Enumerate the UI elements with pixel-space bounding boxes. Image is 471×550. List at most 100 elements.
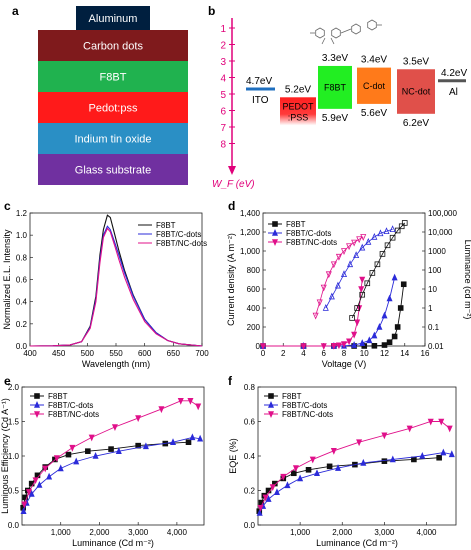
energy-tick-label: 4	[220, 74, 226, 85]
data-point	[397, 305, 404, 311]
energy-block-top-label: 3.3eV	[322, 53, 348, 64]
layer-label: Pedot:pss	[89, 103, 138, 115]
y-tick-label: 0.6	[16, 276, 28, 285]
x-tick-label: 8	[342, 349, 347, 358]
y-tick-label: 0	[256, 342, 261, 351]
data-point	[256, 508, 263, 516]
energy-axis-arrow	[228, 166, 236, 175]
legend-label: F8BT/NC-dots	[48, 410, 99, 419]
luminance-point	[322, 304, 329, 311]
data-point	[335, 342, 342, 350]
y-tick-label: 1.5	[8, 418, 20, 427]
x-tick-label: 600	[138, 349, 152, 358]
data-point	[386, 339, 393, 345]
legend-marker	[272, 221, 278, 227]
energy-block-3	[397, 69, 435, 114]
energy-block-bottom-label: 5.9eV	[322, 113, 348, 124]
luminance-point	[340, 248, 348, 255]
x-tick-label: 2,000	[89, 528, 110, 537]
x-tick-label: 450	[52, 349, 66, 358]
panel-label-e: e	[4, 374, 11, 388]
y-tick-label: 800	[247, 266, 261, 275]
device-stack: Aluminum Carbon dots F8BT Pedot:pss Indium t…	[38, 6, 188, 185]
bond	[330, 37, 335, 45]
energy-tick-label: 8	[220, 140, 226, 151]
x-tick-label: 500	[81, 349, 95, 358]
ito-value-label: 4.7eV	[246, 76, 272, 87]
data-point	[115, 447, 122, 454]
data-point	[65, 451, 72, 458]
legend-marker	[271, 229, 279, 236]
luminance-point	[384, 242, 391, 249]
layer-2	[38, 92, 188, 123]
data-point	[406, 425, 413, 433]
energy-block-top-label: 3.5eV	[403, 56, 429, 67]
chart-luminous-efficiency: 1,000 2,000 3,000 4,000 0.0 0.5 1.0 1.5 2.0 Lumin…	[0, 383, 205, 548]
energy-tick-label: 1	[220, 24, 226, 35]
y-tick-label: 0.0	[244, 521, 256, 530]
data-point	[73, 457, 80, 465]
luminance-point	[351, 239, 358, 247]
y-tick-label: 2.0	[8, 383, 20, 392]
data-point	[309, 456, 316, 464]
data-point	[381, 432, 388, 440]
luminance-point	[398, 223, 405, 230]
y-axis-label: EQE (%)	[228, 438, 238, 474]
legend-label: F8BT	[282, 392, 302, 401]
luminance-point	[383, 227, 390, 235]
luminance-point	[328, 292, 335, 300]
data-point	[340, 341, 348, 349]
data-point	[346, 338, 353, 346]
data-point	[300, 343, 307, 350]
data-point	[28, 489, 35, 497]
y-tick-label: 0.6	[244, 418, 256, 427]
x-tick-label: 400	[23, 349, 37, 358]
data-point	[371, 331, 378, 339]
y2-tick-label: 0.1	[428, 323, 440, 332]
x-axis-label: Wavelength (nm)	[82, 359, 150, 369]
layer-label: Glass substrate	[75, 165, 151, 177]
data-point	[88, 434, 95, 442]
luminance-point	[394, 227, 401, 234]
y-tick-label: 1.0	[16, 231, 28, 240]
data-point	[32, 477, 39, 485]
data-point	[69, 444, 76, 452]
y-tick-label: 0.0	[16, 342, 28, 351]
y2-tick-label: 1	[428, 304, 433, 313]
y2-tick-label: 0.01	[428, 342, 444, 351]
data-point	[313, 469, 320, 477]
luminance-point	[359, 243, 366, 251]
data-point	[446, 425, 453, 433]
x-axis-label: Luminance (Cd m⁻²)	[316, 538, 398, 548]
data-point	[273, 488, 280, 496]
energy-tick-label: 3	[220, 57, 226, 68]
ito-label: ITO	[252, 95, 269, 106]
energy-block-1	[318, 65, 352, 109]
data-point	[427, 418, 434, 426]
data-point	[25, 489, 32, 496]
series-line-0	[22, 441, 189, 508]
data-point	[21, 501, 28, 509]
x-tick-label: 1,000	[290, 528, 311, 537]
x-tick-label: 10	[360, 349, 369, 358]
y-axis-label: Luminous Efficiency (Cd A⁻¹)	[0, 398, 10, 514]
luminance-point	[389, 234, 396, 241]
molecule-structure-icon	[310, 19, 382, 45]
legend-marker	[33, 401, 41, 408]
luminance-point	[369, 270, 376, 276]
data-point	[22, 494, 28, 501]
luminance-point	[364, 280, 371, 287]
energy-tick-label: 7	[220, 123, 226, 134]
data-point	[262, 494, 269, 502]
y2-tick-label: 10,000	[428, 228, 453, 237]
y-tick-label: 1,200	[240, 228, 261, 237]
x-tick-label: 700	[195, 349, 209, 358]
data-point	[358, 286, 365, 293]
data-point	[381, 458, 388, 464]
panel-label-c: c	[4, 199, 11, 213]
data-point	[361, 343, 368, 349]
energy-block-label: :PSS	[288, 112, 309, 122]
y-axis-label: Normalized E.L. Intensity	[2, 229, 12, 330]
luminance-point	[320, 284, 327, 292]
